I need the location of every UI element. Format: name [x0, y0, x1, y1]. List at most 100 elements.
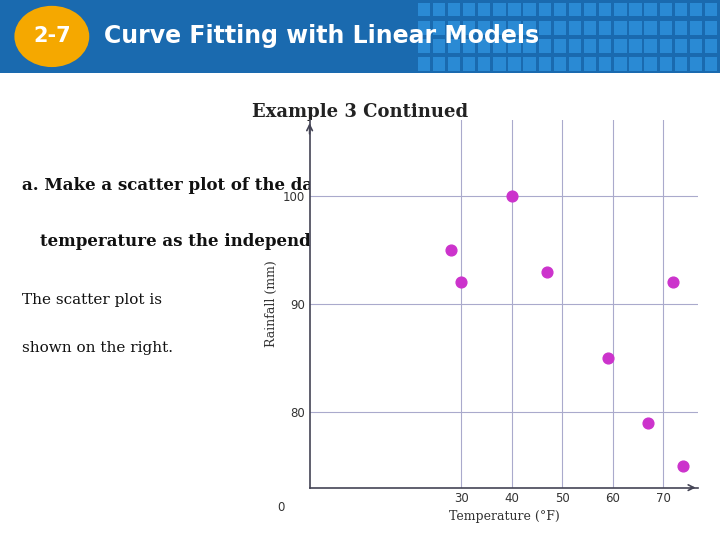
Bar	[584, 57, 596, 71]
Bar	[554, 57, 566, 71]
Bar	[448, 3, 460, 16]
Bar	[478, 57, 490, 71]
Bar	[433, 39, 445, 53]
Y-axis label: Rainfall (mm): Rainfall (mm)	[266, 261, 279, 347]
Bar	[448, 39, 460, 53]
Bar	[644, 57, 657, 71]
Bar	[629, 3, 642, 16]
Bar	[675, 21, 687, 35]
Text: Curve Fitting with Linear Models: Curve Fitting with Linear Models	[104, 24, 539, 49]
Text: Example 3 Continued: Example 3 Continued	[252, 103, 468, 121]
Text: 2-7: 2-7	[33, 26, 71, 46]
Bar	[554, 3, 566, 16]
Bar	[448, 57, 460, 71]
Bar	[508, 39, 521, 53]
Point	[445, 246, 456, 254]
Bar	[418, 21, 430, 35]
Bar	[644, 39, 657, 53]
Bar	[584, 3, 596, 16]
Bar	[463, 3, 475, 16]
Bar	[705, 3, 717, 16]
Bar	[463, 21, 475, 35]
Bar	[539, 39, 551, 53]
Bar	[433, 21, 445, 35]
Ellipse shape	[14, 6, 89, 67]
Bar	[493, 21, 505, 35]
Text: temperature as the independent variable.: temperature as the independent variable.	[40, 233, 427, 249]
Bar	[433, 3, 445, 16]
Bar	[508, 57, 521, 71]
Bar	[478, 39, 490, 53]
Bar	[599, 21, 611, 35]
Text: The scatter plot is: The scatter plot is	[22, 293, 161, 307]
Bar	[584, 21, 596, 35]
Bar	[478, 3, 490, 16]
Bar	[629, 57, 642, 71]
Bar	[660, 21, 672, 35]
Bar	[705, 57, 717, 71]
Bar	[508, 21, 521, 35]
Text: shown on the right.: shown on the right.	[22, 341, 173, 355]
Point	[602, 354, 613, 362]
X-axis label: Temperature (°F): Temperature (°F)	[449, 510, 559, 523]
Point	[642, 418, 654, 427]
Bar	[569, 21, 581, 35]
Bar	[523, 57, 536, 71]
Bar	[523, 3, 536, 16]
Bar	[644, 3, 657, 16]
Bar	[539, 21, 551, 35]
Bar	[554, 21, 566, 35]
Bar	[614, 21, 626, 35]
Bar	[675, 57, 687, 71]
Bar	[418, 3, 430, 16]
Bar	[599, 39, 611, 53]
Bar	[690, 57, 702, 71]
Point	[455, 278, 467, 287]
Bar	[463, 57, 475, 71]
Bar	[690, 21, 702, 35]
Point	[678, 462, 689, 470]
Text: Copyright © by Holt Mc Dougal. All Rights Reserved.: Copyright © by Holt Mc Dougal. All Right…	[416, 517, 709, 528]
Bar	[539, 3, 551, 16]
Point	[667, 278, 679, 287]
Bar	[660, 57, 672, 71]
Bar	[493, 39, 505, 53]
Bar	[478, 21, 490, 35]
Bar	[508, 3, 521, 16]
Bar	[448, 21, 460, 35]
Text: a. Make a scatter plot of the data with: a. Make a scatter plot of the data with	[22, 177, 377, 193]
Bar	[675, 3, 687, 16]
Bar	[418, 39, 430, 53]
Text: Holt McDougal Algebra 2: Holt McDougal Algebra 2	[11, 516, 166, 529]
Bar	[614, 3, 626, 16]
Bar	[660, 39, 672, 53]
Bar	[569, 3, 581, 16]
Bar	[493, 3, 505, 16]
Bar	[433, 57, 445, 71]
Bar	[539, 57, 551, 71]
Bar	[569, 57, 581, 71]
Bar	[599, 3, 611, 16]
Bar	[675, 39, 687, 53]
Bar	[660, 3, 672, 16]
Bar	[690, 39, 702, 53]
Bar	[705, 39, 717, 53]
Point	[506, 192, 518, 200]
Bar	[418, 57, 430, 71]
Bar	[629, 39, 642, 53]
Bar	[614, 39, 626, 53]
Text: 0: 0	[276, 501, 284, 514]
Point	[541, 267, 553, 276]
Bar	[523, 21, 536, 35]
Bar	[493, 57, 505, 71]
Bar	[614, 57, 626, 71]
Bar	[523, 39, 536, 53]
Bar	[599, 57, 611, 71]
Bar	[584, 39, 596, 53]
Bar	[554, 39, 566, 53]
Bar	[463, 39, 475, 53]
Bar	[705, 21, 717, 35]
Bar	[644, 21, 657, 35]
Bar	[569, 39, 581, 53]
Bar	[629, 21, 642, 35]
